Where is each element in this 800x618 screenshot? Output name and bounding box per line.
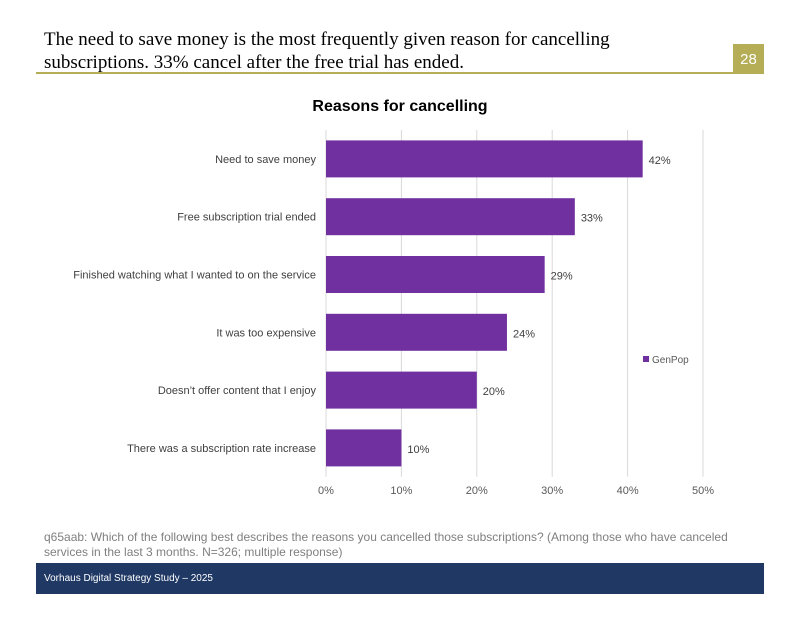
value-label: 42% xyxy=(649,155,671,167)
category-label: Finished watching what I wanted to on th… xyxy=(73,270,316,282)
bar xyxy=(326,198,575,236)
chart-bars xyxy=(326,140,643,467)
bar xyxy=(326,371,477,409)
bar xyxy=(326,429,402,467)
x-tick-label: 40% xyxy=(617,485,639,497)
footer-text: Vorhaus Digital Strategy Study – 2025 xyxy=(44,573,213,584)
slide-title: The need to save money is the most frequ… xyxy=(44,29,610,73)
chart-gridlines xyxy=(325,130,704,477)
category-label: Need to save money xyxy=(215,154,316,166)
x-tick-label: 20% xyxy=(466,485,488,497)
bar xyxy=(326,256,545,293)
legend-label: GenPop xyxy=(652,355,689,366)
value-label: 20% xyxy=(483,386,505,398)
bar xyxy=(326,140,643,178)
value-label: 29% xyxy=(551,271,573,283)
legend-swatch xyxy=(643,356,649,362)
chart-value-labels: 42% 33% 29% 24% 20% 10% xyxy=(407,155,671,456)
chart-title: Reasons for cancelling xyxy=(312,98,488,115)
bar xyxy=(326,313,507,351)
x-tick-label: 30% xyxy=(541,485,563,497)
chart-legend: GenPop xyxy=(643,355,689,366)
category-label: It was too expensive xyxy=(216,327,316,339)
question-footnote: q65aab: Which of the following best desc… xyxy=(44,530,728,559)
chart-x-tick-labels: 0% 10% 20% 30% 40% 50% xyxy=(318,485,714,497)
title-divider xyxy=(36,72,733,74)
category-label: Free subscription trial ended xyxy=(177,212,316,224)
value-label: 10% xyxy=(407,444,429,456)
chart-category-labels: Need to save money Free subscription tria… xyxy=(73,154,316,455)
x-tick-label: 50% xyxy=(692,485,714,497)
bar-chart: Need to save money Free subscription tria… xyxy=(73,130,714,497)
footer-bar: Vorhaus Digital Strategy Study – 2025 xyxy=(36,563,764,594)
value-label: 24% xyxy=(513,328,535,340)
page-number: 28 xyxy=(733,44,764,74)
value-label: 33% xyxy=(581,213,603,225)
category-label: There was a subscription rate increase xyxy=(127,443,316,455)
x-tick-label: 0% xyxy=(318,485,334,497)
category-label: Doesn’t offer content that I enjoy xyxy=(158,385,317,397)
x-tick-label: 10% xyxy=(390,485,412,497)
